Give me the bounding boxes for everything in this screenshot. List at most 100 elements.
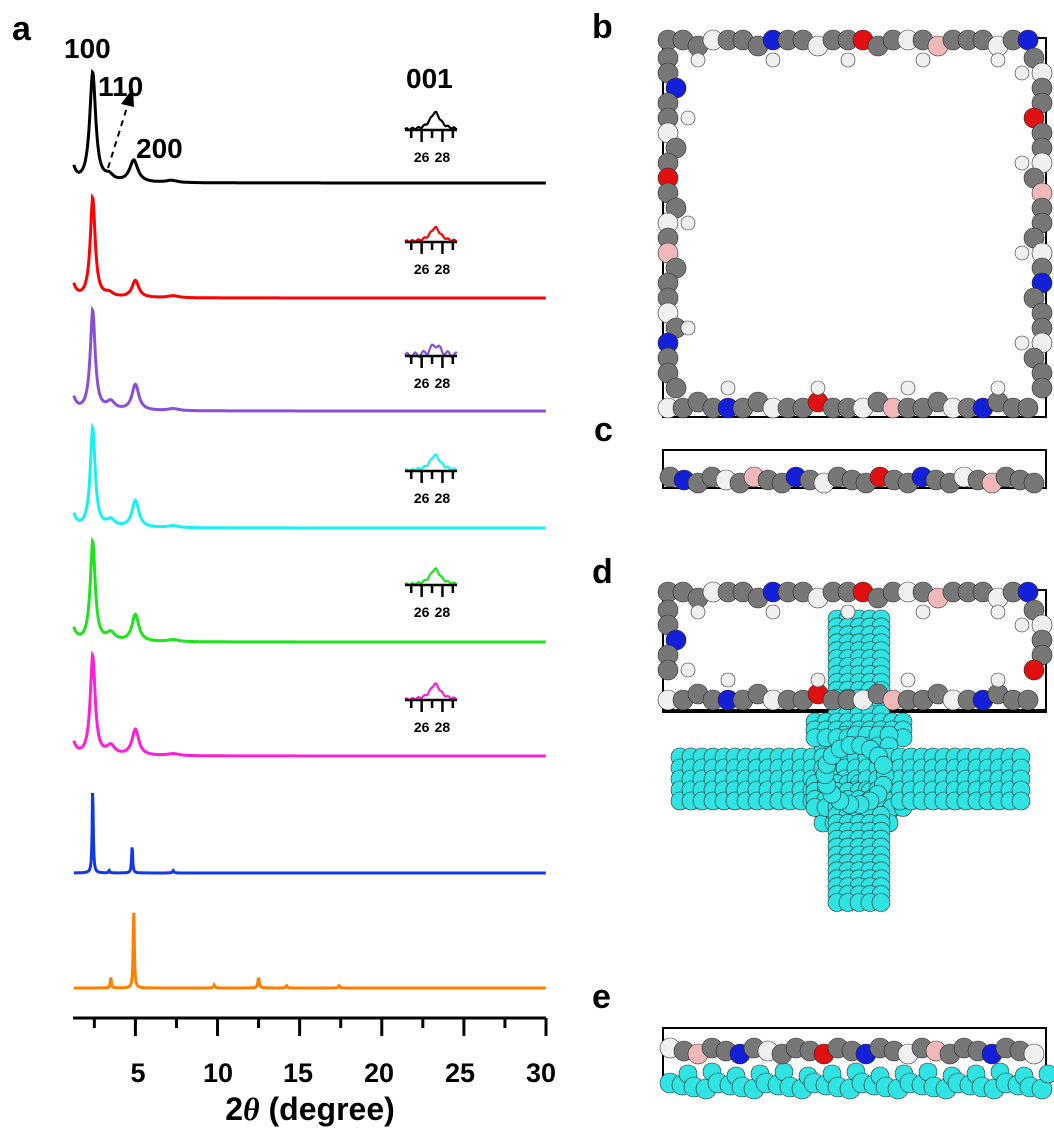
x-tick-label: 5 [130,1058,145,1088]
inset-tick-label: 26 [414,149,430,165]
inset-peak-line [404,453,458,473]
inset-tick-label: 26 [414,490,430,506]
x-tick-label: 30 [526,1058,556,1088]
atom [990,52,1006,68]
atom [1014,617,1030,633]
atom [665,377,687,399]
guest-atom [1011,791,1031,811]
atom [900,380,916,396]
structure-panel-c [659,449,1047,494]
atom [690,604,706,620]
x-tick-label: 10 [203,1058,233,1088]
x-tick-label: 15 [283,1058,313,1088]
xrd-series-line [72,192,546,300]
atom [810,672,826,688]
structure-panel-b [657,29,1053,419]
atom [810,380,826,396]
inset-label-001: 001 [406,63,453,94]
atom [1014,65,1030,81]
panel-label-b: b [592,8,613,46]
atom [765,52,781,68]
atom [680,662,696,678]
atom [1017,581,1039,603]
x-axis-title-suffix: (degree) [260,1091,395,1127]
xrd-series-line [73,912,546,990]
structure-panels [657,29,1054,1100]
atom [680,215,696,231]
inset-001-peak: 26 28 [404,225,458,277]
xrd-series-line [72,422,546,530]
inset-001-peak: 26 28 [404,343,458,391]
inset-001-peak: 26 28 [404,110,458,165]
peak-label-200: 200 [136,133,183,164]
inset-tick-label: 26 [414,261,430,277]
atom [1014,155,1030,171]
x-tick-label: 25 [445,1058,475,1088]
xrd-series-line [72,305,546,413]
atom [990,380,1006,396]
atom [765,604,781,620]
x-axis-title-symbol: θ [243,1091,260,1127]
xrd-series-line [72,650,546,758]
guest-atom [874,755,893,775]
atom [1023,659,1045,681]
structure-panel-e [659,1027,1054,1100]
atom [1017,689,1039,711]
atom [1023,472,1045,494]
structure-panel-d [657,581,1053,912]
inset-tick-label: 28 [435,375,451,391]
atom [1017,397,1039,419]
xrd-series-line [72,68,546,185]
atom [657,659,679,681]
atom [1017,29,1039,51]
panel-label-c: c [594,411,613,449]
inset-peak-line [404,225,458,244]
atom [840,604,856,620]
inset-peak-line [404,682,458,702]
inset-tick-label: 28 [435,719,451,735]
atom [990,672,1006,688]
atom [900,672,916,688]
panel-label-a: a [12,10,32,48]
x-axis-title: 2θ (degree) [225,1091,395,1127]
x-tick-label: 20 [364,1058,394,1088]
atom [840,52,856,68]
atom [1014,335,1030,351]
dashed-arrow [107,88,134,169]
inset-peak-line [404,343,458,360]
atom [680,110,696,126]
panel-label-e: e [592,978,611,1016]
inset-tick-label: 26 [414,604,430,620]
inset-tick-label: 28 [435,604,451,620]
atom [720,380,736,396]
peak-label-100: 100 [64,33,111,64]
inset-peak-line [404,110,458,132]
inset-tick-label: 28 [435,490,451,506]
xrd-series-line [72,536,546,644]
inset-001-peak: 26 28 [404,682,458,735]
atom [680,320,696,336]
inset-tick-label: 28 [435,149,451,165]
inset-001-peak: 26 28 [404,567,458,620]
xrd-chart: 26 28 26 28 26 28 26 28 26 28 26 28 [72,68,548,1036]
x-axis-title-prefix: 2 [225,1091,243,1127]
x-tick-labels: 5 10 15 20 25 30 [130,1058,556,1088]
atom [915,604,931,620]
atom [1014,245,1030,261]
inset-tick-label: 26 [414,719,430,735]
atom [690,52,706,68]
xrd-series-line [73,792,546,875]
panel-label-d: d [592,553,613,591]
guest-atom [871,893,891,912]
atom [1031,377,1053,399]
atom [915,52,931,68]
peak-label-110: 110 [98,71,143,102]
atom [990,604,1006,620]
atom [1023,1043,1045,1065]
inset-tick-label: 28 [435,261,451,277]
atom [720,672,736,688]
guest-atom [1038,1064,1054,1084]
inset-001-peak: 26 28 [404,453,458,506]
inset-tick-label: 26 [414,375,430,391]
